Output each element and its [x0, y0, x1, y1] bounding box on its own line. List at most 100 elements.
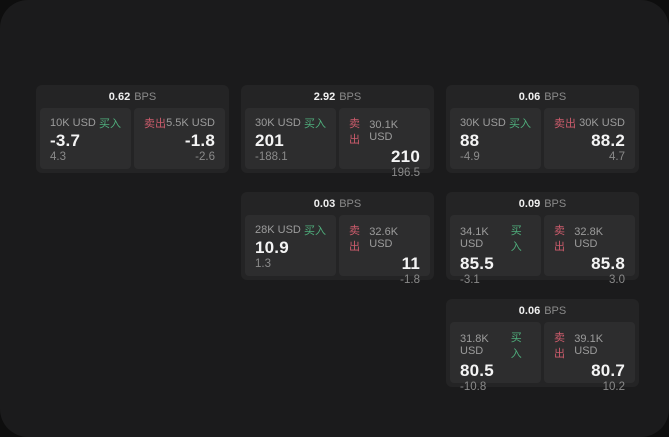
bps-spread-value: 0.06	[518, 304, 541, 317]
sell-price-value: 11	[401, 254, 420, 273]
buy-panel[interactable]: 34.1K USD 买入 85.5 -3.1	[450, 215, 541, 286]
sell-panel[interactable]: 卖出 30K USD 88.2 4.7	[544, 108, 635, 169]
sell-price-value: -1.8	[184, 131, 215, 150]
sell-panel[interactable]: 卖出 30.1K USD 210 196.5	[339, 108, 430, 179]
buy-size-label: 10K USD	[50, 117, 96, 129]
sell-panel[interactable]: 卖出 5.5K USD -1.8 -2.6	[134, 108, 225, 169]
sell-panel[interactable]: 卖出 32.8K USD 85.8 3.0	[544, 215, 635, 286]
buy-panel-top: 31.8K USD 买入	[460, 329, 531, 361]
sell-price-value: 85.8	[591, 254, 625, 273]
quote-card-4: 0.03 BPS 28K USD 买入 10.9 1.3 卖出 32.6K US…	[241, 192, 434, 286]
sell-side-label: 卖出	[554, 332, 565, 360]
sell-panel[interactable]: 卖出 32.6K USD 11 -1.8	[339, 215, 430, 286]
sell-size-label: 39.1K USD	[574, 333, 604, 357]
sell-delta-value: 10.2	[602, 381, 625, 393]
sell-size-label: 30K USD	[579, 117, 625, 129]
bps-unit-label: BPS	[544, 304, 567, 317]
card-header: 0.06 BPS	[450, 85, 635, 108]
sell-panel-top: 卖出 5.5K USD	[144, 115, 215, 131]
buy-side-label: 买入	[99, 118, 121, 130]
buy-panel[interactable]: 30K USD 买入 201 -188.1	[245, 108, 336, 169]
sell-panel-top: 卖出 30.1K USD	[349, 115, 420, 147]
quote-panels: 31.8K USD 买入 80.5 -10.8 卖出 39.1K USD 80.…	[450, 322, 635, 393]
buy-delta-value: 1.3	[255, 258, 271, 270]
sell-size-label: 32.8K USD	[574, 226, 604, 250]
quote-panels: 10K USD 买入 -3.7 4.3 卖出 5.5K USD -1.8 -2.…	[40, 108, 225, 169]
sell-size-label: 30.1K USD	[369, 119, 399, 143]
buy-side-label: 买入	[304, 225, 326, 237]
quote-panels: 28K USD 买入 10.9 1.3 卖出 32.6K USD 11 -1.8	[245, 215, 430, 286]
buy-panel-top: 10K USD 买入	[50, 115, 121, 131]
buy-price-value: 80.5	[460, 361, 494, 380]
bps-spread-value: 0.03	[313, 197, 336, 210]
buy-price-value: 201	[255, 131, 284, 150]
sell-panel[interactable]: 卖出 39.1K USD 80.7 10.2	[544, 322, 635, 393]
card-header: 0.06 BPS	[450, 299, 635, 322]
buy-delta-value: -188.1	[255, 151, 288, 163]
buy-price-value: 88	[460, 131, 480, 150]
buy-panel[interactable]: 31.8K USD 买入 80.5 -10.8	[450, 322, 541, 393]
buy-price-value: 10.9	[255, 238, 289, 257]
sell-delta-value: -2.6	[195, 151, 215, 163]
card-header: 2.92 BPS	[245, 85, 430, 108]
sell-panel-top: 卖出 32.6K USD	[349, 222, 420, 254]
quote-card-5: 0.09 BPS 34.1K USD 买入 85.5 -3.1 卖出 32.8K…	[446, 192, 639, 286]
bps-unit-label: BPS	[339, 197, 362, 210]
sell-panel-top: 卖出 32.8K USD	[554, 222, 625, 254]
buy-price-value: -3.7	[50, 131, 81, 150]
buy-size-label: 31.8K USD	[460, 333, 489, 357]
buy-panel[interactable]: 10K USD 买入 -3.7 4.3	[40, 108, 131, 169]
buy-size-label: 30K USD	[460, 117, 506, 129]
bps-unit-label: BPS	[339, 90, 362, 103]
sell-panel-top: 卖出 39.1K USD	[554, 329, 625, 361]
bps-spread-value: 2.92	[313, 90, 336, 103]
sell-side-label: 卖出	[554, 225, 565, 253]
buy-panel-top: 30K USD 买入	[255, 115, 326, 131]
buy-side-label: 买入	[510, 225, 522, 253]
sell-price-value: 88.2	[591, 131, 625, 150]
buy-delta-value: -10.8	[460, 381, 487, 393]
bps-spread-value: 0.06	[518, 90, 541, 103]
sell-delta-value: 3.0	[609, 274, 625, 286]
sell-side-label: 卖出	[554, 118, 576, 130]
buy-side-label: 买入	[509, 118, 531, 130]
bps-spread-value: 0.09	[518, 197, 541, 210]
buy-size-label: 30K USD	[255, 117, 301, 129]
quote-cards-grid: 0.62 BPS 10K USD 买入 -3.7 4.3 卖出 5.5K USD	[36, 85, 639, 393]
sell-size-label: 32.6K USD	[369, 226, 399, 250]
buy-panel[interactable]: 28K USD 买入 10.9 1.3	[245, 215, 336, 276]
bps-unit-label: BPS	[544, 90, 567, 103]
sell-delta-value: -1.8	[400, 274, 420, 286]
buy-side-label: 买入	[510, 332, 522, 360]
buy-delta-value: -4.9	[460, 151, 480, 163]
quote-card-6: 0.06 BPS 31.8K USD 买入 80.5 -10.8 卖出 39.1…	[446, 299, 639, 393]
quote-card-1: 0.62 BPS 10K USD 买入 -3.7 4.3 卖出 5.5K USD	[36, 85, 229, 173]
sell-panel-top: 卖出 30K USD	[554, 115, 625, 131]
bps-unit-label: BPS	[544, 197, 567, 210]
sell-price-value: 80.7	[591, 361, 625, 380]
buy-delta-value: 4.3	[50, 151, 66, 163]
buy-size-label: 28K USD	[255, 224, 301, 236]
buy-panel-top: 34.1K USD 买入	[460, 222, 531, 254]
sell-size-label: 5.5K USD	[166, 117, 215, 129]
buy-side-label: 买入	[304, 118, 326, 130]
card-header: 0.62 BPS	[40, 85, 225, 108]
sell-side-label: 卖出	[349, 225, 360, 253]
card-header: 0.09 BPS	[450, 192, 635, 215]
buy-delta-value: -3.1	[460, 274, 480, 286]
sell-delta-value: 196.5	[391, 167, 420, 179]
card-header: 0.03 BPS	[245, 192, 430, 215]
sell-price-value: 210	[391, 147, 420, 166]
buy-panel[interactable]: 30K USD 买入 88 -4.9	[450, 108, 541, 169]
quote-panels: 30K USD 买入 88 -4.9 卖出 30K USD 88.2 4.7	[450, 108, 635, 169]
sell-side-label: 卖出	[349, 118, 360, 146]
buy-panel-top: 28K USD 买入	[255, 222, 326, 238]
quote-panels: 30K USD 买入 201 -188.1 卖出 30.1K USD 210 1…	[245, 108, 430, 179]
buy-price-value: 85.5	[460, 254, 494, 273]
quote-card-2: 2.92 BPS 30K USD 买入 201 -188.1 卖出 30.1K …	[241, 85, 434, 179]
quote-card-3: 0.06 BPS 30K USD 买入 88 -4.9 卖出 30K USD	[446, 85, 639, 173]
sell-side-label: 卖出	[144, 118, 166, 130]
sell-delta-value: 4.7	[609, 151, 625, 163]
bps-unit-label: BPS	[134, 90, 157, 103]
